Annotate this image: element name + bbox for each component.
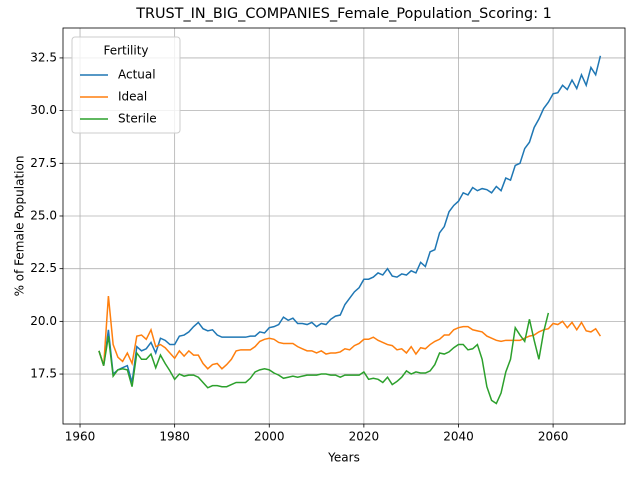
y-tick-label: 27.5 — [30, 156, 57, 170]
x-tick-label: 2060 — [538, 430, 569, 444]
legend-label: Actual — [118, 68, 156, 82]
legend-label: Sterile — [118, 112, 157, 126]
y-axis-label: % of Female Population — [13, 156, 27, 297]
y-tick-label: 32.5 — [30, 50, 57, 64]
x-tick-label: 2020 — [349, 430, 380, 444]
legend-label: Ideal — [118, 90, 147, 104]
x-tick-label: 1960 — [65, 430, 96, 444]
series-line — [98, 295, 602, 370]
y-tick-label: 20.0 — [30, 314, 57, 328]
plot-frame — [62, 27, 626, 425]
y-tick-label: 25.0 — [30, 208, 57, 222]
y-tick-label: 30.0 — [30, 103, 57, 117]
x-tick-label: 2000 — [254, 430, 285, 444]
y-tick-label: 17.5 — [30, 367, 57, 381]
x-tick-label: 2040 — [443, 430, 474, 444]
y-tick-label: 22.5 — [30, 261, 57, 275]
chart-title: TRUST_IN_BIG_COMPANIES_Female_Population… — [135, 6, 552, 22]
legend-box — [71, 36, 181, 134]
series-line — [98, 55, 602, 383]
legend-title: Fertility — [103, 44, 148, 58]
x-tick-label: 1980 — [159, 430, 190, 444]
x-axis-label: Years — [327, 451, 360, 465]
series-line — [98, 312, 550, 405]
